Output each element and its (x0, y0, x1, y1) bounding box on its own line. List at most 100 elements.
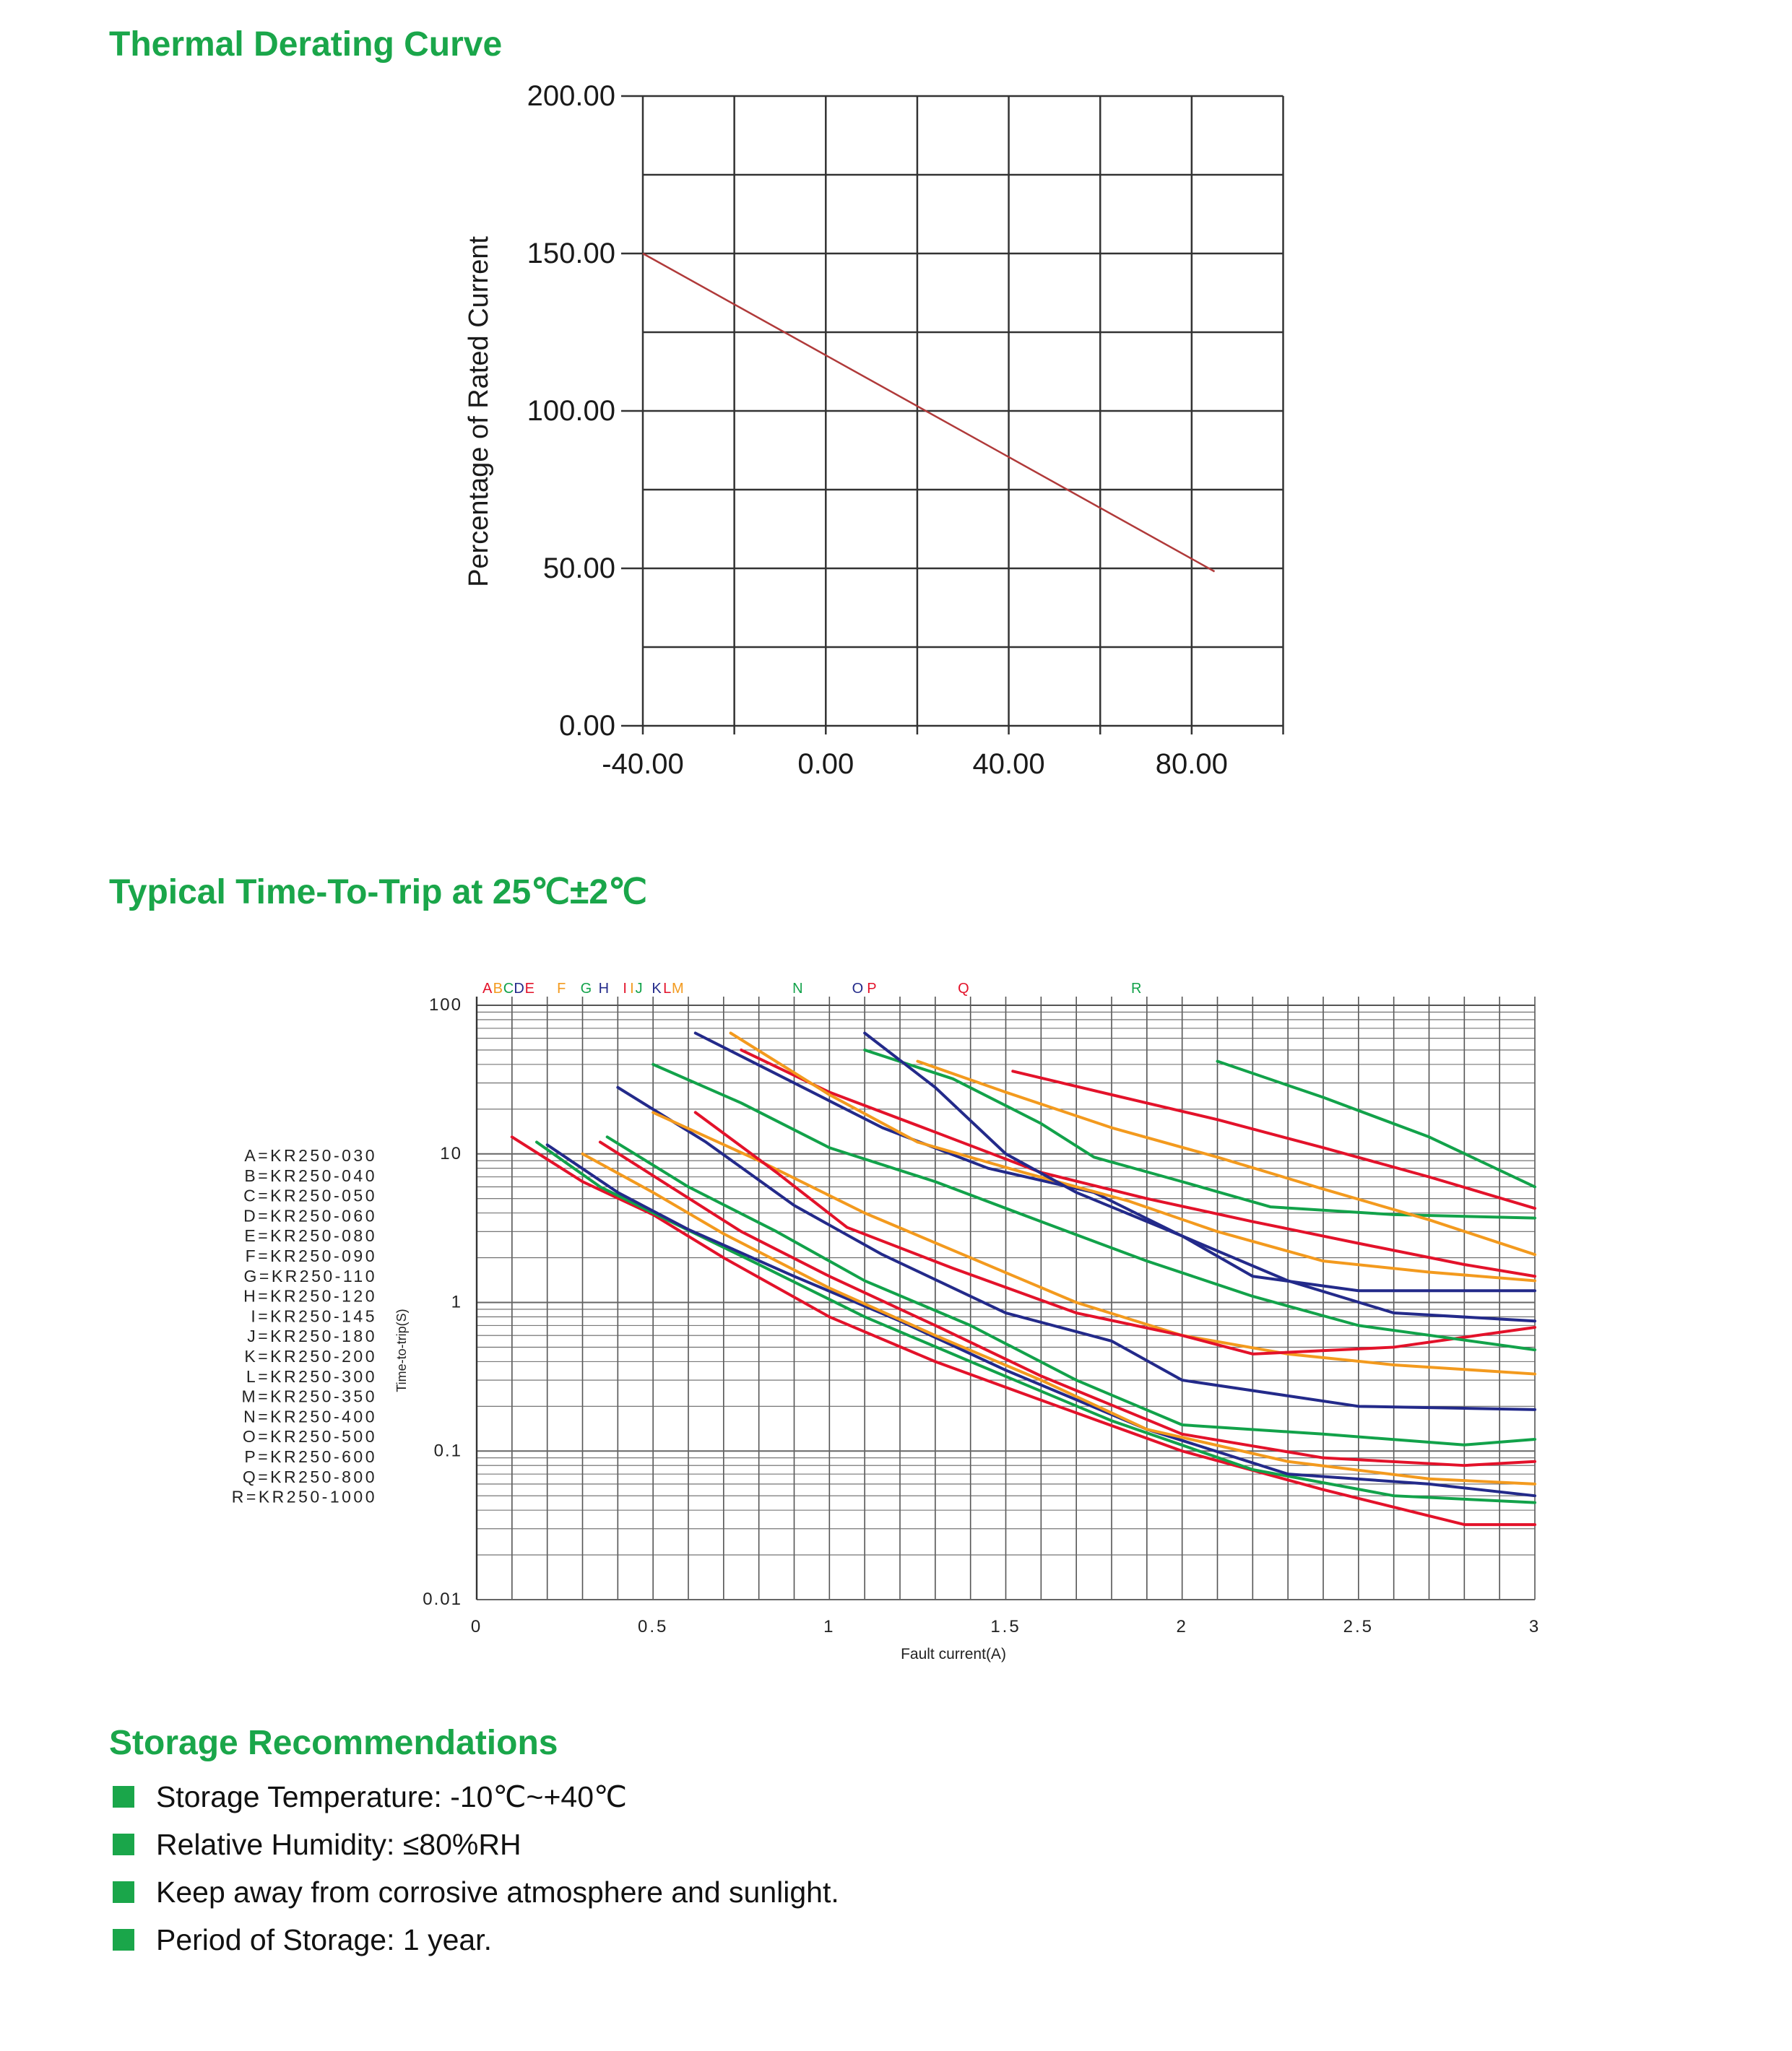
square-bullet-icon (113, 1929, 134, 1951)
curve-letter-label: D (514, 981, 524, 997)
curve-letter-label: N (792, 981, 802, 997)
storage-item: Storage Temperature: -10℃~+40℃ (113, 1773, 839, 1821)
curve-letter-label: P (867, 981, 876, 997)
x-tick-label: 40.00 (973, 748, 1045, 780)
square-bullet-icon (113, 1786, 134, 1808)
storage-item: Period of Storage: 1 year. (113, 1916, 839, 1964)
trip-curve (863, 1048, 1536, 1220)
derating-line (642, 252, 1216, 573)
trip-curve (652, 1111, 1536, 1376)
trip-curve (581, 1152, 1536, 1486)
section-title-storage: Storage Recommendations (109, 1724, 558, 1762)
x-tick-label: 1.5 (990, 1617, 1021, 1636)
trip-curve (1216, 1059, 1536, 1189)
legend-entry: H=KR250-120 (243, 1287, 377, 1306)
trip-curve (740, 1048, 1536, 1278)
section-title-time-to-trip: Typical Time-To-Trip at 25℃±2℃ (109, 873, 647, 911)
legend-entry: B=KR250-040 (244, 1166, 377, 1185)
y-tick-label: 0.00 (559, 710, 615, 742)
trip-curve (652, 1062, 1536, 1352)
legend-entry: Q=KR250-800 (243, 1467, 377, 1486)
thermal-derating-chart: 0.00 50.00 100.00 150.00 200.00 -40.00 0.00 40.… (464, 80, 1284, 780)
legend-entry: F=KR250-090 (246, 1246, 377, 1265)
legend-entry: A=KR250-030 (244, 1146, 377, 1165)
y-tick-label: 1 (451, 1293, 462, 1312)
x-tick-label: 0.5 (638, 1617, 668, 1636)
x-tick-label: -40.00 (602, 748, 683, 780)
x-tick-label: 0.00 (797, 748, 854, 780)
x-tick-label: 0 (471, 1617, 482, 1636)
storage-item: Relative Humidity: ≤80%RH (113, 1821, 839, 1868)
storage-item-text: Period of Storage: 1 year. (156, 1922, 492, 1956)
legend-entry: E=KR250-080 (244, 1226, 377, 1245)
trip-curve (616, 1085, 1536, 1411)
legend-entry: J=KR250-180 (247, 1327, 377, 1345)
legend-entry: D=KR250-060 (243, 1206, 377, 1225)
curve-letter-label: G (581, 981, 592, 997)
storage-item-text: Storage Temperature: -10℃~+40℃ (156, 1780, 628, 1813)
storage-item: Keep away from corrosive atmosphere and … (113, 1868, 839, 1916)
x-tick-label: 2 (1176, 1617, 1187, 1636)
x-axis-label: Fault current(A) (901, 1646, 1006, 1662)
chart-grid (621, 95, 1284, 734)
legend-entry: G=KR250-110 (244, 1267, 377, 1285)
curve-letter-label: A (482, 981, 493, 997)
x-tick-label: 80.00 (1156, 748, 1228, 780)
curve-letter-label: C (503, 981, 514, 997)
trip-curve (693, 1111, 1536, 1356)
curve-letter-label: I (623, 981, 627, 997)
legend-entry: N=KR250-400 (243, 1407, 377, 1426)
curve-letter-label: F (557, 981, 566, 997)
storage-list: Storage Temperature: -10℃~+40℃ Relative … (113, 1773, 839, 1964)
chart-ticks: 0.00 50.00 100.00 150.00 200.00 -40.00 0.00 40.… (527, 80, 1228, 780)
legend-entry: P=KR250-600 (244, 1447, 377, 1466)
curve-letter-label: L (663, 981, 671, 997)
trip-curve (729, 1031, 1536, 1283)
curve-letter-label: K (652, 981, 662, 997)
chart-series (510, 1031, 1536, 1527)
trip-curve (545, 1143, 1536, 1498)
x-tick-label: 2.5 (1343, 1617, 1374, 1636)
legend-entry: M=KR250-350 (242, 1387, 377, 1406)
curve-letter-label: B (493, 981, 503, 997)
y-axis-label: Percentage of Rated Current (464, 236, 494, 587)
square-bullet-icon (113, 1881, 134, 1903)
legend-entry: L=KR250-300 (246, 1367, 377, 1386)
curve-letter-label: J (636, 981, 643, 997)
y-tick-label: 150.00 (527, 238, 615, 269)
chart-series (642, 252, 1216, 573)
trip-curve (605, 1135, 1536, 1447)
legend-entry: R=KR250-1000 (232, 1488, 377, 1506)
curve-letter-label: M (672, 981, 684, 997)
section-title-thermal: Thermal Derating Curve (109, 25, 503, 64)
legend-entry: C=KR250-050 (243, 1187, 377, 1205)
curve-letter-label: Q (958, 981, 969, 997)
y-tick-label: 100.00 (527, 395, 615, 427)
legend-entry: I=KR250-145 (251, 1306, 377, 1325)
y-tick-label: 10 (440, 1144, 462, 1163)
curve-letter-label: I (630, 981, 634, 997)
trip-curve (510, 1135, 1536, 1527)
x-tick-label: 1 (823, 1617, 835, 1636)
y-tick-label: 0.01 (423, 1590, 462, 1609)
x-tick-label: 3 (1529, 1617, 1541, 1636)
storage-item-text: Keep away from corrosive atmosphere and … (156, 1875, 839, 1909)
y-axis-label: Time-to-trip(S) (394, 1309, 409, 1392)
y-tick-label: 200.00 (527, 80, 615, 112)
square-bullet-icon (113, 1834, 134, 1855)
storage-item-text: Relative Humidity: ≤80%RH (156, 1827, 521, 1861)
y-tick-label: 50.00 (543, 552, 615, 584)
legend-entry: K=KR250-200 (244, 1347, 377, 1366)
chart-ticks: 0.01 0.1 1 10 100 0 0.5 1 1.5 2 2.5 3 (423, 995, 1541, 1636)
trip-curve (535, 1140, 1536, 1504)
trip-curve (598, 1140, 1536, 1467)
trip-curve (916, 1059, 1536, 1257)
curve-letter-label: E (525, 981, 534, 997)
trip-curve (1011, 1070, 1536, 1210)
trip-curve (863, 1031, 1536, 1293)
curve-letter-label: O (852, 981, 864, 997)
chart-grid (475, 997, 1536, 1600)
